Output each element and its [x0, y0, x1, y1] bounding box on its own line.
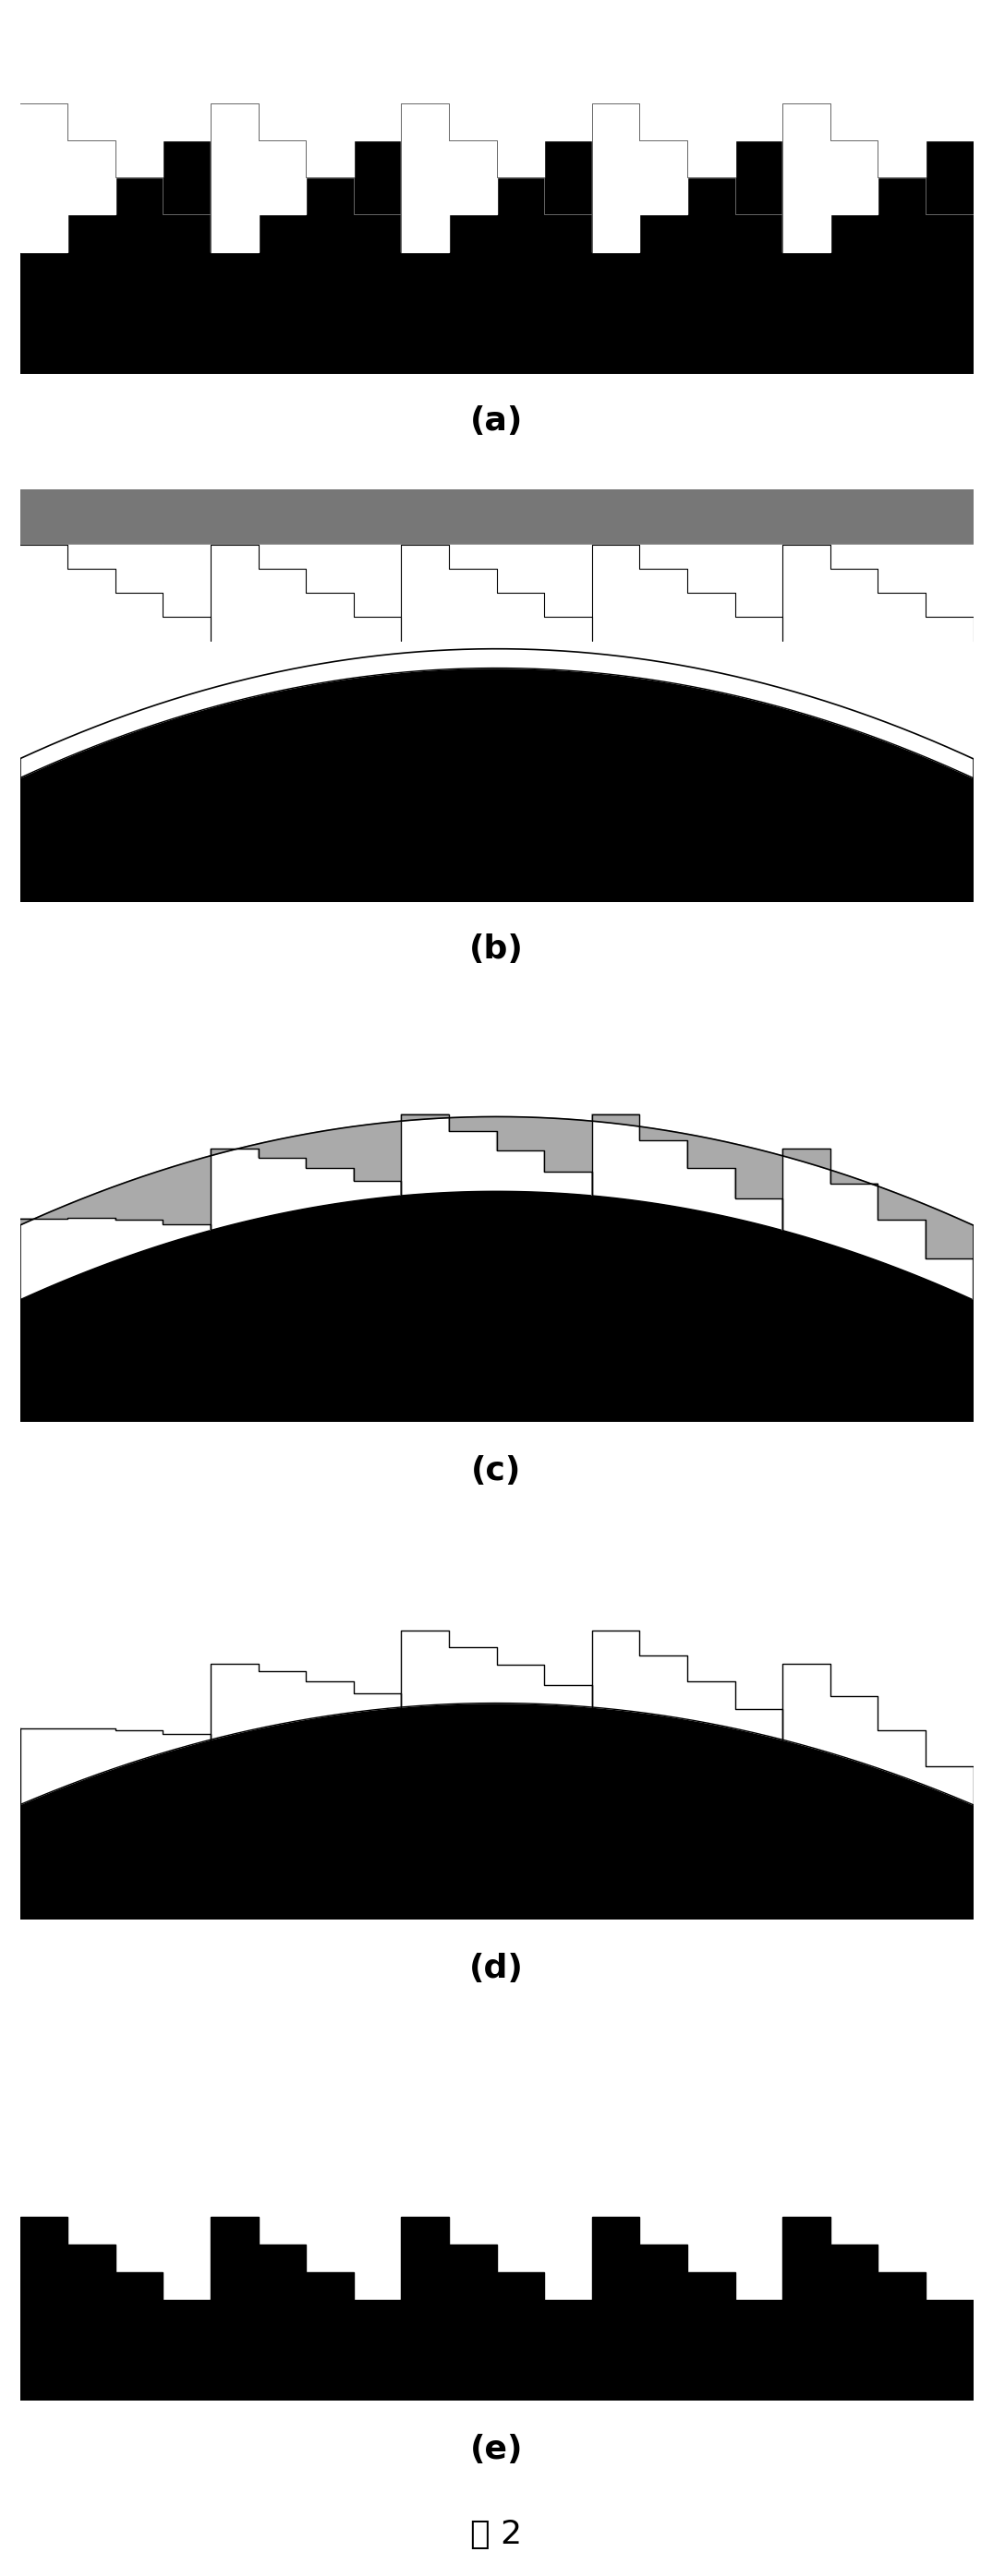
Polygon shape: [830, 103, 878, 214]
Text: (e): (e): [470, 2434, 523, 2465]
Polygon shape: [258, 544, 306, 592]
Polygon shape: [878, 103, 925, 178]
Polygon shape: [20, 649, 973, 778]
Polygon shape: [163, 544, 211, 641]
Polygon shape: [354, 544, 401, 641]
Polygon shape: [782, 544, 830, 569]
Polygon shape: [20, 489, 973, 544]
Polygon shape: [401, 544, 449, 569]
Polygon shape: [925, 544, 973, 641]
Polygon shape: [20, 667, 973, 902]
Polygon shape: [20, 1703, 973, 1919]
Polygon shape: [20, 544, 68, 569]
Polygon shape: [306, 544, 354, 616]
Polygon shape: [163, 103, 211, 139]
Polygon shape: [687, 544, 735, 616]
Polygon shape: [449, 544, 496, 592]
Polygon shape: [20, 1190, 973, 1422]
Polygon shape: [639, 103, 687, 214]
Polygon shape: [20, 2326, 973, 2401]
Polygon shape: [258, 103, 306, 214]
Polygon shape: [115, 103, 163, 178]
Text: (d): (d): [470, 1953, 523, 1984]
Polygon shape: [735, 103, 782, 139]
Text: (a): (a): [470, 404, 523, 438]
Polygon shape: [544, 544, 592, 641]
Polygon shape: [354, 103, 401, 139]
Polygon shape: [544, 103, 592, 139]
Polygon shape: [878, 544, 925, 616]
Polygon shape: [449, 103, 496, 214]
Polygon shape: [68, 544, 115, 592]
Polygon shape: [687, 103, 735, 178]
Polygon shape: [20, 103, 68, 252]
Text: (c): (c): [472, 1455, 521, 1486]
Text: (b): (b): [470, 933, 523, 966]
Polygon shape: [639, 544, 687, 592]
Polygon shape: [782, 103, 830, 252]
Polygon shape: [20, 1631, 973, 1806]
Polygon shape: [592, 103, 639, 252]
Polygon shape: [306, 103, 354, 178]
Polygon shape: [735, 544, 782, 641]
Polygon shape: [592, 544, 639, 569]
Polygon shape: [211, 544, 258, 569]
Polygon shape: [496, 103, 544, 178]
Polygon shape: [496, 544, 544, 616]
Polygon shape: [830, 544, 878, 592]
Polygon shape: [20, 2215, 973, 2401]
Polygon shape: [20, 1115, 973, 1301]
Polygon shape: [211, 103, 258, 252]
Polygon shape: [401, 103, 449, 252]
Polygon shape: [115, 544, 163, 616]
Polygon shape: [68, 103, 115, 214]
Text: 图 2: 图 2: [471, 2519, 522, 2550]
Polygon shape: [925, 103, 973, 139]
Polygon shape: [20, 103, 973, 374]
